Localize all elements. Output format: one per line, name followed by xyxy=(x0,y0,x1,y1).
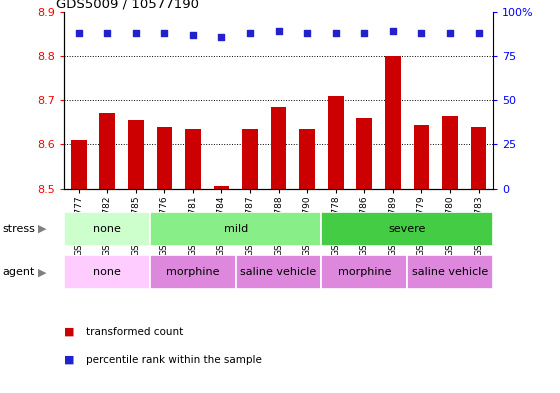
Text: percentile rank within the sample: percentile rank within the sample xyxy=(86,354,262,365)
Point xyxy=(417,30,426,36)
Point xyxy=(274,28,283,34)
Bar xyxy=(413,125,430,189)
Bar xyxy=(407,255,493,289)
Bar xyxy=(150,212,321,246)
Point xyxy=(217,33,226,40)
Bar xyxy=(99,114,115,189)
Point xyxy=(446,30,455,36)
Bar xyxy=(328,96,344,189)
Point xyxy=(302,30,311,36)
Bar xyxy=(299,129,315,189)
Text: morphine: morphine xyxy=(338,267,391,277)
Bar xyxy=(213,186,230,189)
Point xyxy=(74,30,83,36)
Bar xyxy=(64,255,150,289)
Bar xyxy=(321,212,493,246)
Text: ▶: ▶ xyxy=(38,224,46,234)
Bar xyxy=(470,127,487,189)
Point xyxy=(188,31,198,38)
Point xyxy=(474,30,483,36)
Text: severe: severe xyxy=(389,224,426,234)
Bar xyxy=(71,140,87,189)
Bar xyxy=(356,118,372,189)
Text: mild: mild xyxy=(223,224,248,234)
Text: transformed count: transformed count xyxy=(86,327,183,337)
Bar xyxy=(156,127,172,189)
Text: saline vehicle: saline vehicle xyxy=(240,267,317,277)
Point xyxy=(131,30,140,36)
Point xyxy=(103,30,112,36)
Bar xyxy=(185,129,201,189)
Text: none: none xyxy=(94,267,121,277)
Text: stress: stress xyxy=(3,224,36,234)
Text: ▶: ▶ xyxy=(38,267,46,277)
Text: none: none xyxy=(94,224,121,234)
Text: saline vehicle: saline vehicle xyxy=(412,267,488,277)
Point xyxy=(245,30,254,36)
Text: morphine: morphine xyxy=(166,267,220,277)
Point xyxy=(388,28,397,34)
Text: GDS5009 / 10577190: GDS5009 / 10577190 xyxy=(56,0,199,11)
Point xyxy=(160,30,169,36)
Bar xyxy=(236,255,321,289)
Bar xyxy=(150,255,236,289)
Bar xyxy=(385,56,401,189)
Point xyxy=(331,30,340,36)
Text: agent: agent xyxy=(3,267,35,277)
Text: ■: ■ xyxy=(64,327,75,337)
Bar xyxy=(64,212,150,246)
Bar xyxy=(321,255,407,289)
Point xyxy=(360,30,368,36)
Text: ■: ■ xyxy=(64,354,75,365)
Bar xyxy=(270,107,287,189)
Bar xyxy=(442,116,458,189)
Bar xyxy=(128,120,144,189)
Bar xyxy=(242,129,258,189)
